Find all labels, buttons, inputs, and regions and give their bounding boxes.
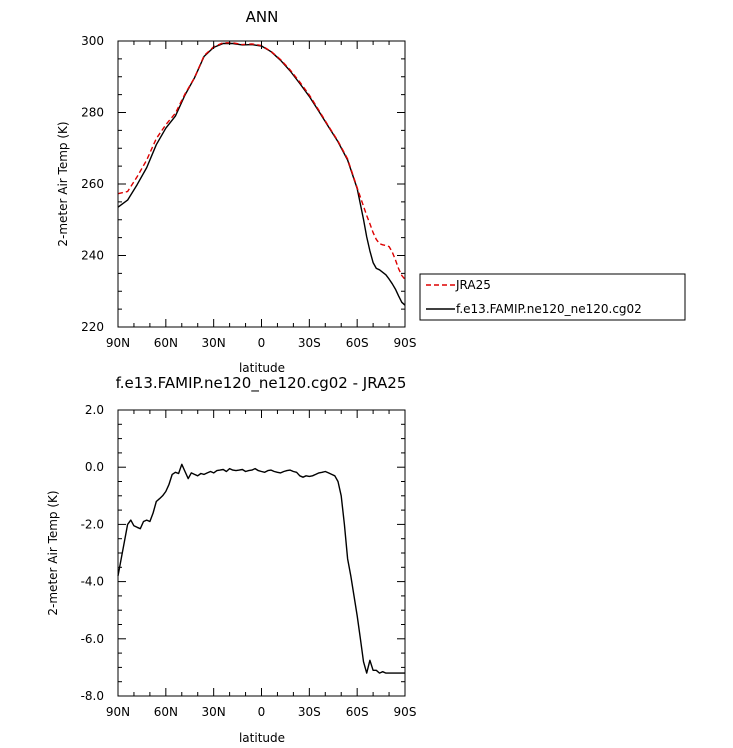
chart-temperature: ANN 90N 60N 30N 0 30S 60S 90S 220 240 260 280 300 l…	[56, 8, 686, 375]
y-tick-label: 300	[81, 34, 104, 48]
y-tick-label: -6.0	[81, 632, 104, 646]
tick-group: 90N 60N 30N 0 30S 60S 90S -8.0 -6.0 -4.0 -2.0 0.0 2.…	[81, 403, 417, 719]
y-tick-label: -8.0	[81, 689, 104, 703]
chart-difference: f.e13.FAMIP.ne120_ne120.cg02 - JRA25 90N…	[46, 374, 416, 745]
x-axis-label: latitude	[239, 361, 285, 375]
y-tick-label: -2.0	[81, 517, 104, 531]
x-tick-label: 30S	[298, 336, 321, 350]
y-axis-label: 2-meter Air Temp (K)	[56, 121, 70, 246]
x-tick-label: 90N	[106, 705, 130, 719]
x-tick-label: 90S	[394, 336, 417, 350]
y-tick-label: 240	[81, 249, 104, 263]
series-group	[117, 42, 406, 306]
y-axis-label: 2-meter Air Temp (K)	[46, 490, 60, 615]
x-tick-label: 60N	[154, 336, 178, 350]
x-tick-label: 0	[258, 705, 266, 719]
chart-title: ANN	[246, 8, 279, 26]
y-tick-label: 280	[81, 106, 104, 120]
series-line-1	[117, 42, 406, 306]
x-axis-label: latitude	[239, 731, 285, 745]
y-tick-label: 260	[81, 177, 104, 191]
y-tick-label: 220	[81, 320, 104, 334]
x-tick-label: 0	[258, 336, 266, 350]
y-tick-label: 0.0	[85, 460, 104, 474]
chart-title: f.e13.FAMIP.ne120_ne120.cg02 - JRA25	[116, 374, 407, 393]
y-tick-label: 2.0	[85, 403, 104, 417]
series-line-0	[117, 42, 406, 280]
series-line-0	[117, 463, 405, 674]
x-tick-label: 30N	[202, 336, 226, 350]
series-group	[117, 463, 405, 674]
x-tick-label: 60N	[154, 705, 178, 719]
plot-frame	[117, 40, 406, 328]
y-tick-label: -4.0	[81, 575, 104, 589]
x-tick-label: 90N	[106, 336, 130, 350]
x-tick-label: 30S	[298, 705, 321, 719]
x-tick-label: 90S	[394, 705, 417, 719]
x-tick-label: 30N	[202, 705, 226, 719]
tick-group: 90N 60N 30N 0 30S 60S 90S 220 240 260 280 300	[81, 34, 416, 350]
legend: JRA25 f.e13.FAMIP.ne120_ne120.cg02	[419, 273, 686, 321]
x-tick-label: 60S	[346, 705, 369, 719]
legend-label-model: f.e13.FAMIP.ne120_ne120.cg02	[456, 302, 642, 316]
legend-box	[419, 273, 686, 321]
x-tick-label: 60S	[346, 336, 369, 350]
legend-label-jra25: JRA25	[455, 278, 491, 292]
